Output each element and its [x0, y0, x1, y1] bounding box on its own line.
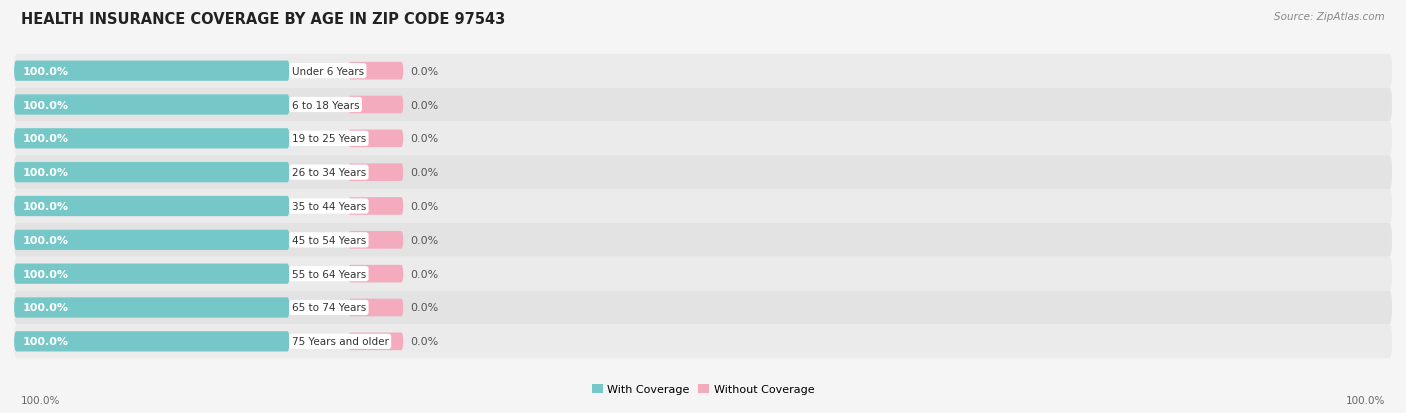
Text: 100.0%: 100.0% — [22, 235, 69, 245]
FancyBboxPatch shape — [14, 62, 290, 82]
FancyBboxPatch shape — [14, 129, 290, 149]
Text: 100.0%: 100.0% — [22, 100, 69, 110]
Text: 100.0%: 100.0% — [22, 269, 69, 279]
Text: 19 to 25 Years: 19 to 25 Years — [291, 134, 366, 144]
Text: 100.0%: 100.0% — [22, 303, 69, 313]
FancyBboxPatch shape — [14, 156, 1392, 190]
Legend: With Coverage, Without Coverage: With Coverage, Without Coverage — [588, 380, 818, 399]
Text: 0.0%: 0.0% — [411, 235, 439, 245]
Text: 75 Years and older: 75 Years and older — [291, 337, 388, 347]
FancyBboxPatch shape — [14, 331, 290, 351]
Text: 100.0%: 100.0% — [21, 395, 60, 405]
Text: 26 to 34 Years: 26 to 34 Years — [291, 168, 366, 178]
FancyBboxPatch shape — [349, 164, 404, 182]
Text: 6 to 18 Years: 6 to 18 Years — [291, 100, 360, 110]
Text: 0.0%: 0.0% — [411, 337, 439, 347]
FancyBboxPatch shape — [14, 298, 290, 318]
FancyBboxPatch shape — [349, 198, 404, 215]
FancyBboxPatch shape — [14, 230, 290, 250]
Text: 0.0%: 0.0% — [411, 269, 439, 279]
Text: 0.0%: 0.0% — [411, 66, 439, 76]
Text: 100.0%: 100.0% — [22, 134, 69, 144]
FancyBboxPatch shape — [14, 257, 1392, 291]
Text: 55 to 64 Years: 55 to 64 Years — [291, 269, 366, 279]
FancyBboxPatch shape — [349, 130, 404, 148]
Text: HEALTH INSURANCE COVERAGE BY AGE IN ZIP CODE 97543: HEALTH INSURANCE COVERAGE BY AGE IN ZIP … — [21, 12, 505, 27]
Text: 0.0%: 0.0% — [411, 303, 439, 313]
FancyBboxPatch shape — [14, 223, 1392, 257]
Text: 100.0%: 100.0% — [22, 168, 69, 178]
FancyBboxPatch shape — [349, 231, 404, 249]
FancyBboxPatch shape — [349, 265, 404, 283]
FancyBboxPatch shape — [14, 196, 290, 217]
FancyBboxPatch shape — [14, 325, 1392, 358]
FancyBboxPatch shape — [349, 63, 404, 80]
FancyBboxPatch shape — [14, 163, 290, 183]
Text: 100.0%: 100.0% — [22, 66, 69, 76]
Text: 65 to 74 Years: 65 to 74 Years — [291, 303, 366, 313]
FancyBboxPatch shape — [14, 122, 1392, 156]
FancyBboxPatch shape — [14, 88, 1392, 122]
Text: 35 to 44 Years: 35 to 44 Years — [291, 202, 366, 211]
Text: 100.0%: 100.0% — [22, 202, 69, 211]
Text: 0.0%: 0.0% — [411, 168, 439, 178]
Text: Under 6 Years: Under 6 Years — [291, 66, 364, 76]
FancyBboxPatch shape — [349, 97, 404, 114]
FancyBboxPatch shape — [14, 291, 1392, 325]
FancyBboxPatch shape — [14, 55, 1392, 88]
Text: 100.0%: 100.0% — [22, 337, 69, 347]
Text: 0.0%: 0.0% — [411, 134, 439, 144]
FancyBboxPatch shape — [349, 299, 404, 316]
Text: 0.0%: 0.0% — [411, 100, 439, 110]
FancyBboxPatch shape — [14, 190, 1392, 223]
FancyBboxPatch shape — [14, 264, 290, 284]
FancyBboxPatch shape — [14, 95, 290, 115]
Text: Source: ZipAtlas.com: Source: ZipAtlas.com — [1274, 12, 1385, 22]
Text: 0.0%: 0.0% — [411, 202, 439, 211]
Text: 100.0%: 100.0% — [1346, 395, 1385, 405]
FancyBboxPatch shape — [349, 333, 404, 350]
Text: 45 to 54 Years: 45 to 54 Years — [291, 235, 366, 245]
